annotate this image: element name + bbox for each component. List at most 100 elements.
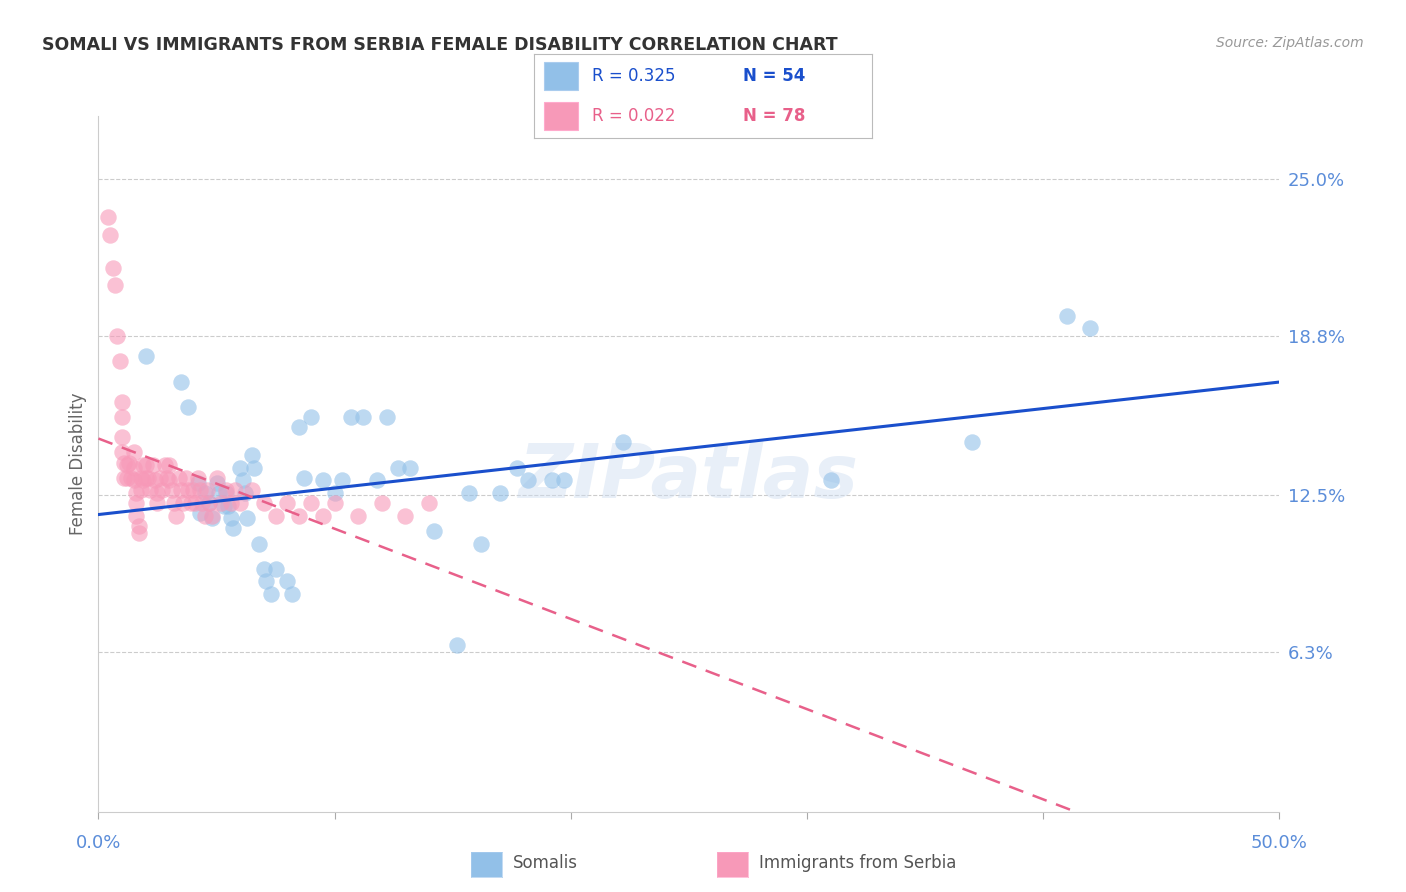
Point (153, 458, 176, 472)
Point (418, 496, 440, 510)
Point (135, 349, 157, 363)
Point (125, 496, 148, 510)
Point (820, 473, 842, 487)
Point (1056, 309, 1078, 323)
Point (208, 486, 231, 500)
Point (157, 458, 180, 472)
Point (231, 473, 253, 487)
Point (247, 536, 270, 550)
Text: Somalis: Somalis (513, 855, 578, 872)
Point (125, 508, 148, 523)
Text: Source: ZipAtlas.com: Source: ZipAtlas.com (1216, 36, 1364, 50)
Point (111, 410, 134, 425)
Point (122, 473, 145, 487)
Point (128, 526, 150, 541)
Point (180, 496, 202, 510)
Point (121, 471, 143, 485)
Point (236, 511, 259, 525)
Text: N = 54: N = 54 (744, 67, 806, 85)
Point (205, 471, 228, 485)
Point (224, 483, 246, 498)
Point (115, 458, 138, 472)
Point (299, 410, 322, 425)
Y-axis label: Female Disability: Female Disability (69, 392, 87, 535)
Point (198, 496, 221, 510)
Point (172, 496, 194, 510)
Point (157, 473, 180, 487)
Point (170, 375, 193, 389)
Point (129, 471, 152, 485)
Point (205, 475, 228, 490)
Point (184, 496, 207, 510)
Point (181, 483, 204, 498)
Point (399, 460, 422, 475)
Point (104, 278, 127, 293)
Point (177, 483, 200, 498)
Point (312, 473, 335, 487)
Point (264, 562, 287, 576)
Point (553, 473, 575, 487)
Point (135, 471, 157, 485)
Point (136, 471, 159, 485)
Point (330, 473, 353, 487)
Point (150, 483, 173, 498)
Point (240, 483, 263, 498)
Point (98, 227, 121, 242)
Point (276, 574, 298, 589)
Point (233, 486, 256, 500)
Point (97, 210, 120, 224)
Point (170, 483, 193, 498)
Point (118, 456, 141, 470)
Point (288, 420, 311, 434)
FancyBboxPatch shape (544, 102, 578, 130)
Point (111, 395, 134, 409)
Point (174, 471, 197, 485)
Point (194, 486, 217, 500)
Point (111, 445, 134, 459)
Point (312, 508, 335, 523)
Text: SOMALI VS IMMIGRANTS FROM SERBIA FEMALE DISABILITY CORRELATION CHART: SOMALI VS IMMIGRANTS FROM SERBIA FEMALE … (42, 36, 838, 54)
Point (352, 410, 374, 425)
Point (299, 496, 322, 510)
Point (135, 458, 157, 472)
Point (177, 400, 200, 414)
Point (146, 496, 169, 510)
Text: R = 0.325: R = 0.325 (592, 67, 675, 85)
Point (505, 460, 527, 475)
Point (156, 471, 179, 485)
Text: ZIPatlas: ZIPatlas (519, 442, 859, 515)
Point (260, 587, 283, 601)
Point (122, 445, 145, 459)
Point (105, 329, 128, 343)
Point (541, 473, 564, 487)
Point (229, 496, 252, 510)
Point (215, 483, 238, 498)
Point (323, 486, 346, 500)
Point (276, 496, 298, 510)
Point (253, 496, 276, 510)
Point (129, 483, 152, 498)
Point (132, 458, 155, 472)
Point (115, 471, 138, 485)
Point (962, 435, 984, 450)
Point (288, 508, 311, 523)
Point (128, 518, 150, 533)
Point (101, 260, 124, 275)
Point (163, 496, 186, 510)
Point (229, 460, 252, 475)
Point (125, 486, 148, 500)
Point (215, 486, 238, 500)
Text: N = 78: N = 78 (744, 107, 806, 125)
Point (188, 483, 211, 498)
Point (292, 471, 315, 485)
Point (165, 508, 187, 523)
Point (187, 475, 209, 490)
Point (191, 496, 214, 510)
Point (458, 486, 481, 500)
Point (198, 496, 221, 510)
Point (222, 521, 245, 535)
Point (142, 458, 165, 472)
Point (253, 562, 276, 576)
Point (195, 483, 218, 498)
Point (108, 354, 131, 368)
